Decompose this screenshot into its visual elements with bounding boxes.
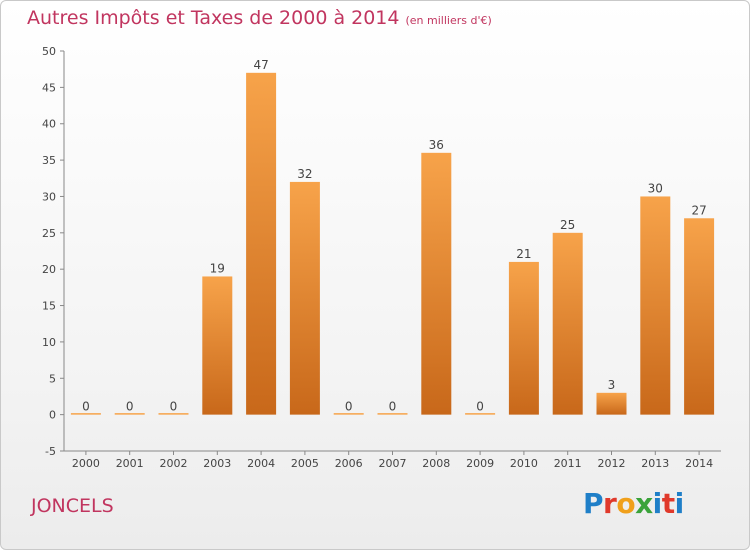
data-label-2000: 0	[82, 400, 90, 414]
y-tick-label: 20	[42, 263, 56, 276]
x-tick-label: 2007	[379, 457, 407, 470]
bar-2014	[684, 218, 715, 415]
x-tick-label: 2003	[203, 457, 231, 470]
data-label-2004: 47	[253, 58, 268, 72]
y-tick-label: 25	[42, 227, 56, 240]
bar-2006	[333, 413, 364, 415]
data-label-2011: 25	[560, 218, 575, 232]
bar-2012	[596, 392, 627, 415]
data-label-2008: 36	[429, 138, 444, 152]
bar-2004	[246, 72, 277, 415]
data-label-2005: 32	[297, 167, 312, 181]
bar-2005	[289, 181, 320, 415]
y-tick-label: 35	[42, 154, 56, 167]
bar-2010	[508, 261, 539, 415]
bar-2011	[552, 232, 583, 415]
x-tick-label: 2009	[466, 457, 494, 470]
x-tick-label: 2005	[291, 457, 319, 470]
x-tick-label: 2000	[72, 457, 100, 470]
commune-name: JONCELS	[31, 495, 114, 517]
x-tick-label: 2011	[554, 457, 582, 470]
y-tick-label: -5	[45, 445, 56, 458]
y-tick-label: 15	[42, 300, 56, 313]
bar-2007	[377, 413, 408, 415]
bar-2008	[421, 152, 452, 415]
x-tick-label: 2006	[335, 457, 363, 470]
y-tick-label: 40	[42, 118, 56, 131]
y-tick-label: 30	[42, 190, 56, 203]
chart-title-unit: (en milliers d'€)	[405, 14, 492, 27]
bar-2002	[158, 413, 189, 415]
data-label-2014: 27	[691, 203, 706, 217]
x-tick-label: 2008	[422, 457, 450, 470]
x-tick-label: 2004	[247, 457, 275, 470]
data-label-2010: 21	[516, 247, 531, 261]
x-tick-label: 2012	[598, 457, 626, 470]
chart-title: Autres Impôts et Taxes de 2000 à 2014 (en…	[27, 7, 492, 29]
bar-2003	[202, 276, 233, 415]
x-tick-label: 2014	[685, 457, 713, 470]
data-label-2007: 0	[389, 400, 397, 414]
data-label-2006: 0	[345, 400, 353, 414]
proxiti-logo: Proxiti	[583, 487, 684, 520]
x-tick-label: 2002	[160, 457, 188, 470]
data-label-2012: 3	[608, 378, 616, 392]
chart-title-main: Autres Impôts et Taxes de 2000 à 2014	[27, 7, 400, 29]
data-label-2013: 30	[648, 181, 663, 195]
y-tick-label: 50	[42, 45, 56, 58]
y-tick-label: 45	[42, 81, 56, 94]
bar-2001	[114, 413, 145, 415]
data-label-2009: 0	[476, 400, 484, 414]
x-tick-label: 2013	[641, 457, 669, 470]
bar-2013	[640, 196, 671, 415]
data-label-2001: 0	[126, 400, 134, 414]
y-tick-label: 10	[42, 336, 56, 349]
x-tick-label: 2010	[510, 457, 538, 470]
y-tick-label: 0	[49, 409, 56, 422]
bar-2000	[70, 413, 101, 415]
bar-2009	[465, 413, 496, 415]
data-label-2003: 19	[210, 261, 225, 275]
y-tick-label: 5	[49, 372, 56, 385]
data-label-2002: 0	[170, 400, 178, 414]
x-tick-label: 2001	[116, 457, 144, 470]
